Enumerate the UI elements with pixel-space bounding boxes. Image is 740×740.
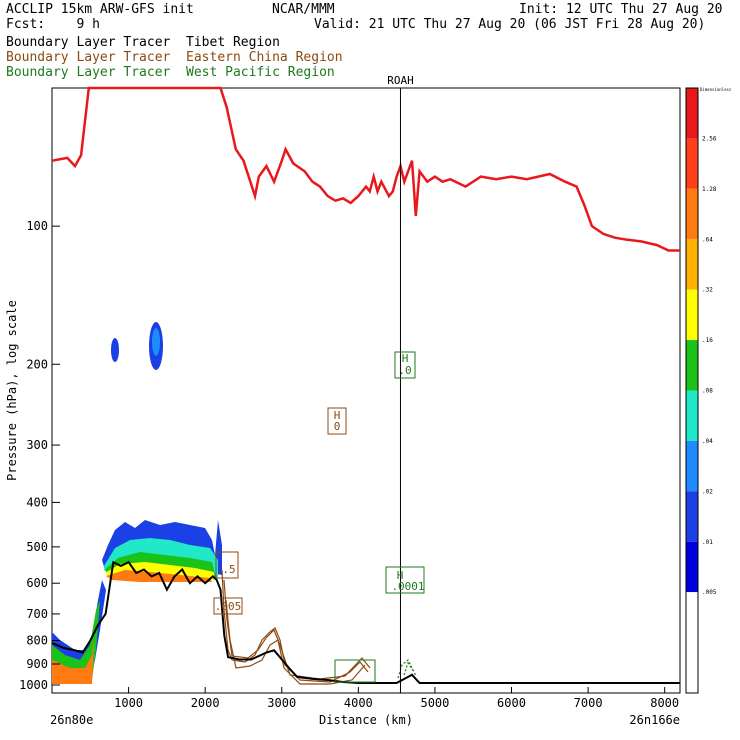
tracer-label-box bbox=[334, 659, 376, 683]
x-tick-label: 4000 bbox=[344, 696, 373, 710]
colorbar-swatch bbox=[686, 188, 698, 240]
tracer-label-box: H 0 bbox=[327, 407, 347, 435]
header-center: NCAR/MMM bbox=[272, 2, 335, 17]
colorbar-swatch bbox=[686, 541, 698, 593]
terrain-line bbox=[51, 560, 680, 684]
legend-west-pacific: Boundary Layer Tracer West Pacific Regio… bbox=[6, 65, 335, 80]
colorbar-label: .005 bbox=[702, 589, 717, 596]
y-tick-label: 200 bbox=[26, 357, 48, 371]
colorbar-label: 1.28 bbox=[702, 186, 717, 193]
x-right-endpoint: 26n166e bbox=[629, 713, 680, 727]
colorbar-label: .64 bbox=[702, 236, 713, 243]
legend-eastern-china: Boundary Layer Tracer Eastern China Regi… bbox=[6, 50, 343, 65]
tracer-band-orange bbox=[106, 570, 212, 582]
y-tick-label: 1000 bbox=[19, 678, 48, 692]
x-tick-label: 1000 bbox=[114, 696, 143, 710]
y-axis-label: Pressure (hPa), log scale bbox=[5, 300, 19, 481]
colorbar-swatch bbox=[686, 491, 698, 542]
upper-blob-1 bbox=[111, 338, 119, 362]
svg-text:H: H bbox=[402, 352, 409, 365]
colorbar-label: .04 bbox=[702, 438, 713, 445]
y-tick-label: 800 bbox=[26, 634, 48, 648]
plot-frame bbox=[51, 87, 681, 694]
y-tick-label: 400 bbox=[26, 495, 48, 509]
valid-time: Valid: 21 UTC Thu 27 Aug 20 (06 JST Fri … bbox=[314, 17, 706, 32]
tropopause-line bbox=[51, 86, 680, 252]
colorbar-label: .32 bbox=[702, 287, 713, 294]
y-tick-label: 100 bbox=[26, 219, 48, 233]
colorbar-swatch bbox=[686, 340, 698, 391]
legend-tibet: Boundary Layer Tracer Tibet Region bbox=[6, 35, 280, 50]
tracer-low-left-orange bbox=[52, 640, 94, 684]
roah-label: ROAH bbox=[387, 74, 414, 87]
colorbar-label: .01 bbox=[702, 539, 713, 546]
colorbar-label: .02 bbox=[702, 488, 713, 495]
y-tick-label: 600 bbox=[26, 576, 48, 590]
forecast-hour: Fcst: 9 h bbox=[6, 17, 100, 32]
svg-text:.005: .005 bbox=[215, 600, 242, 613]
x-tick-label: 6000 bbox=[497, 696, 526, 710]
tracer-label-box: H .0001 bbox=[385, 566, 425, 594]
colorbar-swatch bbox=[686, 440, 698, 492]
tracer-label-box: .005 bbox=[213, 597, 243, 615]
colorbar-label: 2.56 bbox=[702, 135, 717, 142]
init-time: Init: 12 UTC Thu 27 Aug 20 bbox=[519, 2, 723, 17]
colorbar-frame bbox=[685, 87, 699, 694]
y-tick-label: 900 bbox=[26, 657, 48, 671]
tracer-label-box: .5 bbox=[215, 551, 239, 579]
x-tick-label: 2000 bbox=[191, 696, 220, 710]
colorbar-swatch bbox=[686, 138, 698, 189]
colorbar-swatch bbox=[686, 592, 698, 643]
colorbar-label: .16 bbox=[702, 337, 713, 344]
svg-text:0: 0 bbox=[334, 420, 341, 433]
tracer-contours-eastern-china bbox=[221, 569, 371, 685]
svg-text:H: H bbox=[334, 409, 341, 422]
colorbar-swatch bbox=[686, 239, 698, 290]
colorbar-swatch bbox=[686, 289, 698, 341]
upper-blob-2-inner bbox=[152, 328, 160, 356]
x-tick-label: 7000 bbox=[574, 696, 603, 710]
tracer-shading-tibet bbox=[52, 322, 222, 684]
x-axis-label: Distance (km) bbox=[319, 713, 413, 727]
svg-text:.0001: .0001 bbox=[391, 580, 424, 593]
colorbar-swatch bbox=[686, 642, 698, 693]
x-tick-label: 3000 bbox=[267, 696, 296, 710]
x-left-endpoint: 26n80e bbox=[50, 713, 93, 727]
y-tick-label: 500 bbox=[26, 540, 48, 554]
colorbar-title: Dimensionless bbox=[700, 87, 732, 92]
y-tick-label: 300 bbox=[26, 438, 48, 452]
header-title: ACCLIP 15km ARW-GFS init bbox=[6, 2, 194, 17]
svg-text:.5: .5 bbox=[222, 563, 235, 576]
y-tick-label: 700 bbox=[26, 607, 48, 621]
colorbar: Dimensionless 2.56 1.28 .64 .32 .16 .08 .04 .02.… bbox=[685, 87, 732, 694]
svg-text:.0: .0 bbox=[398, 364, 411, 377]
svg-text:H: H bbox=[397, 569, 404, 582]
colorbar-swatch bbox=[686, 390, 698, 441]
colorbar-label: .08 bbox=[702, 388, 713, 395]
x-tick-label: 8000 bbox=[650, 696, 679, 710]
colorbar-swatch bbox=[686, 88, 698, 139]
tracer-label-box: H .0 bbox=[394, 351, 416, 379]
x-tick-label: 5000 bbox=[420, 696, 449, 710]
